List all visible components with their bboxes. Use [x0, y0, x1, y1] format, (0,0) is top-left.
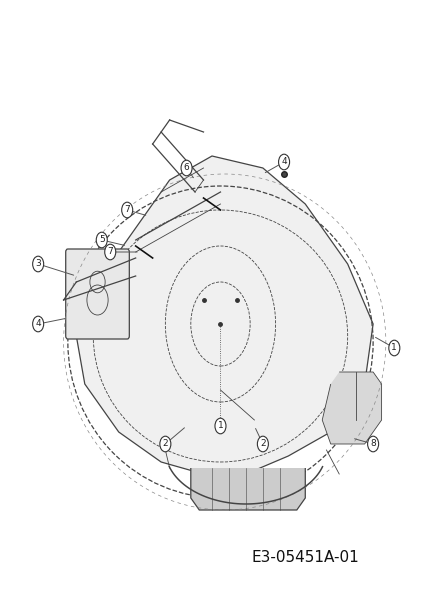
- Circle shape: [368, 436, 379, 452]
- Text: 4: 4: [281, 157, 287, 166]
- Text: 7: 7: [124, 205, 130, 214]
- Circle shape: [33, 316, 44, 332]
- Circle shape: [279, 154, 290, 170]
- Circle shape: [215, 418, 226, 434]
- Circle shape: [33, 256, 44, 272]
- Circle shape: [389, 340, 400, 356]
- PathPatch shape: [322, 372, 382, 444]
- Circle shape: [257, 436, 268, 452]
- Text: 3: 3: [35, 259, 41, 268]
- PathPatch shape: [76, 156, 373, 474]
- FancyBboxPatch shape: [66, 249, 129, 339]
- Text: 2: 2: [162, 439, 168, 449]
- Text: 1: 1: [391, 343, 397, 352]
- Text: 7: 7: [107, 247, 113, 257]
- Text: 5: 5: [99, 235, 105, 245]
- Circle shape: [122, 202, 133, 218]
- Text: 4: 4: [35, 319, 41, 329]
- Text: 1: 1: [218, 421, 223, 431]
- Text: 6: 6: [184, 163, 190, 173]
- Circle shape: [160, 436, 171, 452]
- Text: 2: 2: [260, 439, 266, 449]
- PathPatch shape: [191, 468, 305, 510]
- Circle shape: [181, 160, 192, 176]
- Text: 8: 8: [370, 439, 376, 449]
- Circle shape: [105, 244, 116, 260]
- Text: E3-05451A-01: E3-05451A-01: [251, 551, 359, 565]
- Circle shape: [96, 232, 107, 248]
